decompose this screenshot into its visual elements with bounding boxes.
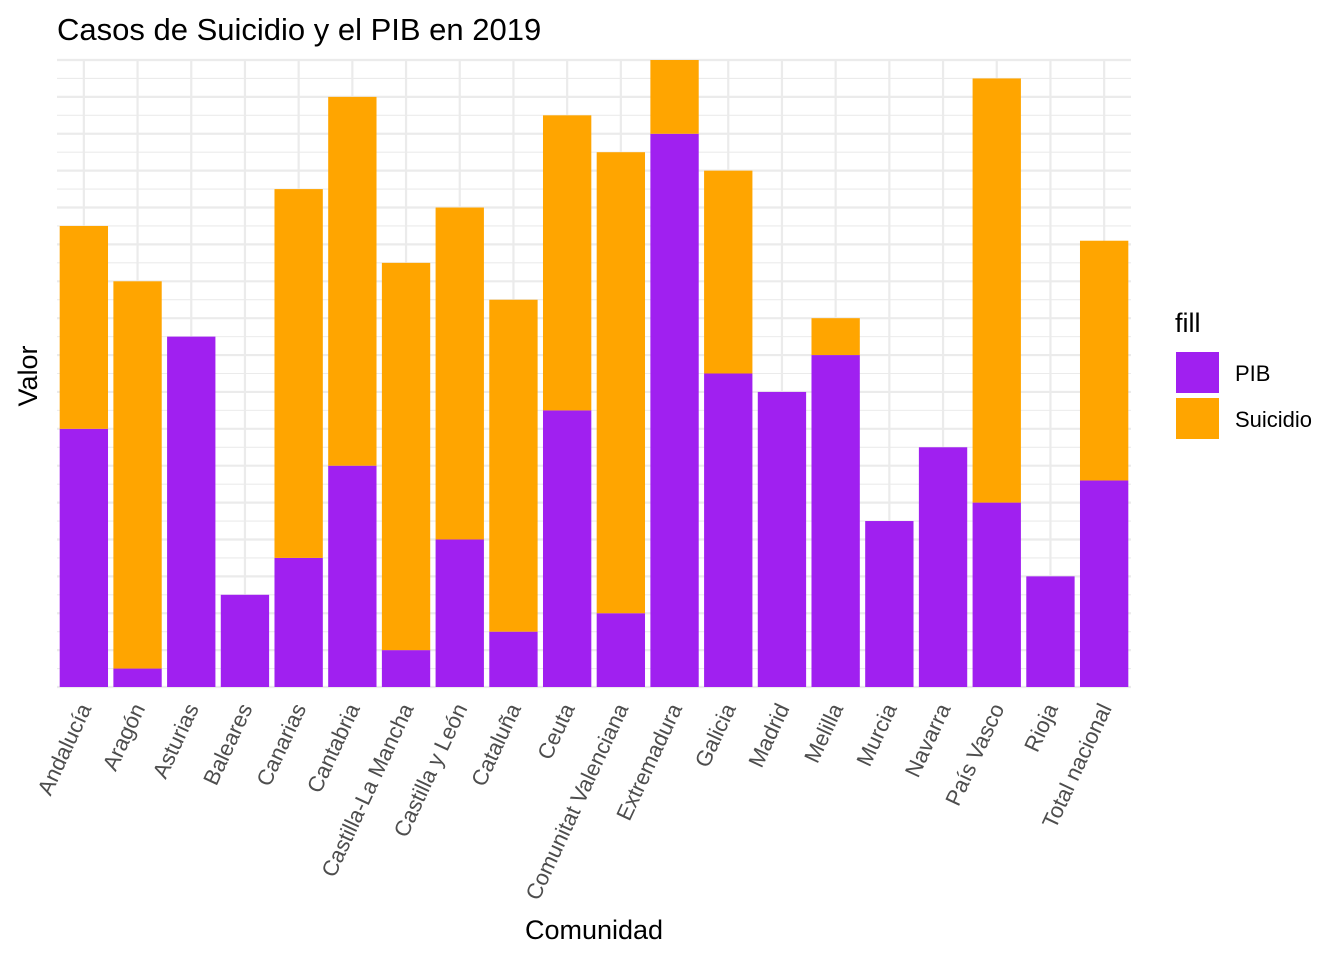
- bar-pib-0: [59, 428, 109, 687]
- bar-suicidio-1: [113, 281, 162, 669]
- bar-pib-2: [167, 336, 216, 687]
- x-tick-label: Ceuta: [532, 699, 580, 763]
- chart-title: Casos de Suicidio y el PIB en 2019: [57, 12, 541, 47]
- x-axis-title: Comunidad: [525, 915, 663, 945]
- bar-pib-7: [435, 539, 484, 687]
- bar-pib-14: [811, 355, 860, 687]
- bar-pib-11: [650, 133, 699, 687]
- bar-pib-17: [972, 502, 1021, 687]
- bars: [59, 60, 1129, 687]
- grid-lines: [57, 58, 1131, 689]
- bar-pib-19: [1079, 480, 1129, 687]
- bar-pib-4: [274, 557, 323, 687]
- bar-pib-16: [918, 447, 968, 687]
- x-tick-label: Navarra: [900, 699, 956, 781]
- bar-suicidio-8: [489, 299, 538, 632]
- x-tick-label: Canarias: [251, 700, 311, 790]
- bar-suicidio-7: [435, 207, 484, 540]
- bar-suicidio-5: [328, 96, 377, 466]
- bar-suicidio-12: [704, 170, 753, 374]
- bar-suicidio-4: [274, 189, 323, 558]
- bar-pib-8: [489, 631, 538, 687]
- bar-pib-10: [596, 613, 646, 687]
- bar-pib-13: [757, 391, 807, 687]
- bar-suicidio-0: [59, 225, 109, 429]
- legend-label-pib: PIB: [1235, 361, 1270, 386]
- bar-pib-9: [542, 410, 592, 687]
- bar-suicidio-9: [542, 115, 592, 411]
- legend-title: fill: [1175, 308, 1201, 338]
- bar-pib-3: [220, 594, 270, 687]
- bar-suicidio-14: [811, 318, 860, 356]
- legend: fill PIB Suicidio: [1175, 308, 1312, 439]
- bar-pib-15: [865, 521, 914, 687]
- y-axis-title: Valor: [13, 345, 43, 406]
- x-tick-label: Murcia: [851, 699, 902, 770]
- bar-pib-1: [113, 668, 162, 687]
- legend-swatch-suicidio: [1176, 398, 1219, 439]
- x-tick-label: Andalucía: [32, 699, 96, 799]
- x-tick-label: Rioja: [1019, 699, 1063, 756]
- bar-pib-12: [704, 373, 753, 687]
- legend-swatch-pib: [1176, 352, 1219, 393]
- legend-label-suicidio: Suicidio: [1235, 407, 1312, 432]
- bar-pib-6: [381, 650, 431, 687]
- bar-suicidio-11: [650, 60, 699, 134]
- bar-suicidio-19: [1079, 240, 1129, 481]
- x-tick-labels: Andalucía AragónAsturiasBalearesCanariasC…: [32, 699, 1116, 904]
- bar-pib-18: [1026, 576, 1075, 687]
- x-tick-label: Cantabria: [302, 699, 365, 797]
- x-tick-label: Madrid: [743, 700, 794, 772]
- x-tick-label: Aragón: [97, 700, 150, 775]
- bar-suicidio-17: [972, 78, 1021, 503]
- x-tick-label: Cataluña: [466, 699, 526, 790]
- bar-pib-5: [328, 465, 377, 687]
- x-tick-label: Baleares: [198, 700, 257, 789]
- x-tick-label: Melilla: [799, 699, 848, 767]
- bar-suicidio-10: [596, 152, 646, 614]
- x-tick-label: Asturias: [148, 700, 204, 783]
- bar-suicidio-6: [381, 262, 431, 651]
- x-tick-label: Galicia: [690, 699, 741, 771]
